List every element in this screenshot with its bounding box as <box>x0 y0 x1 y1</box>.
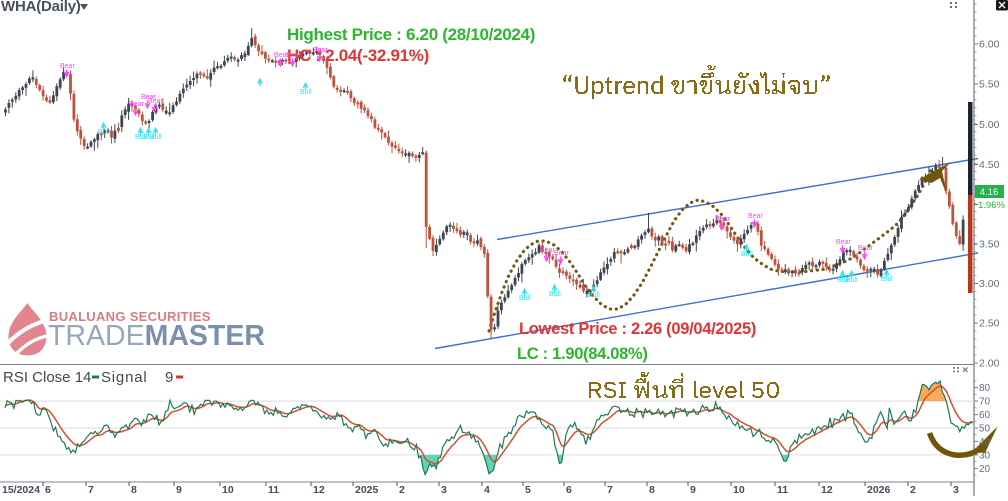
svg-text:2025: 2025 <box>355 484 379 496</box>
svg-text:Bull: Bull <box>143 134 155 141</box>
svg-text:Bear: Bear <box>554 250 569 257</box>
svg-text:Bull: Bull <box>300 89 312 96</box>
svg-text:11: 11 <box>268 484 279 496</box>
svg-text:5.00: 5.00 <box>979 119 1000 131</box>
svg-text:Bull: Bull <box>549 291 561 298</box>
svg-text:2.50: 2.50 <box>979 318 1000 330</box>
svg-text:5.50: 5.50 <box>979 79 1000 91</box>
svg-text:Bear: Bear <box>715 216 730 223</box>
svg-text:5: 5 <box>525 484 531 496</box>
svg-text:Bear: Bear <box>540 247 555 254</box>
svg-text:8: 8 <box>131 484 137 496</box>
svg-text:80: 80 <box>979 383 991 394</box>
svg-text:4: 4 <box>484 484 490 496</box>
svg-text:7: 7 <box>607 484 613 496</box>
svg-text:BUALUANG SECURITIES: BUALUANG SECURITIES <box>49 309 211 324</box>
svg-text:3.50: 3.50 <box>979 239 1000 251</box>
svg-text:4.50: 4.50 <box>979 159 1000 171</box>
svg-text:RSI Close 14: RSI Close 14 <box>3 369 91 386</box>
svg-text:6: 6 <box>566 484 572 496</box>
svg-text:10: 10 <box>733 484 745 496</box>
svg-text:8: 8 <box>649 484 655 496</box>
svg-text:4.16: 4.16 <box>980 187 999 198</box>
svg-text:50: 50 <box>979 424 991 435</box>
svg-text:Bull: Bull <box>881 276 893 283</box>
svg-text:6: 6 <box>45 484 51 496</box>
svg-text:10: 10 <box>222 484 234 496</box>
svg-text:Bear: Bear <box>836 239 851 246</box>
svg-text:Signal: Signal <box>101 369 148 386</box>
svg-text:30: 30 <box>979 450 991 461</box>
svg-text:Bull: Bull <box>837 277 849 284</box>
svg-text:Bear: Bear <box>286 52 301 59</box>
svg-text:40: 40 <box>979 437 991 448</box>
svg-text:Bull: Bull <box>150 134 162 141</box>
svg-text:HC : 2.04(-32.91%): HC : 2.04(-32.91%) <box>287 46 429 65</box>
svg-text:Bear: Bear <box>748 213 763 220</box>
svg-text:Bear: Bear <box>274 52 289 59</box>
svg-text:Bear: Bear <box>858 245 873 252</box>
svg-text:12: 12 <box>821 484 833 496</box>
svg-text:Bull: Bull <box>135 134 147 141</box>
svg-text:2026: 2026 <box>867 484 891 496</box>
svg-text:Lowest Price : 2.26 (09/04/202: Lowest Price : 2.26 (09/04/2025) <box>519 320 756 338</box>
svg-text:7: 7 <box>88 484 94 496</box>
svg-text:Bull: Bull <box>519 295 531 302</box>
svg-text:11: 11 <box>777 484 788 496</box>
svg-text:Bear: Bear <box>313 47 328 54</box>
svg-text:60: 60 <box>979 410 991 421</box>
svg-text:LC : 1.90(84.08%): LC : 1.90(84.08%) <box>517 345 648 363</box>
svg-text:20: 20 <box>979 464 991 475</box>
svg-text:Bear: Bear <box>141 94 156 101</box>
svg-text:2: 2 <box>910 484 916 496</box>
svg-text:70: 70 <box>979 397 991 408</box>
svg-text:12: 12 <box>313 484 325 496</box>
svg-text:15/2024: 15/2024 <box>2 484 40 496</box>
svg-text:Bear: Bear <box>60 63 75 70</box>
svg-text:Bull: Bull <box>846 277 858 284</box>
svg-text:1.96%: 1.96% <box>978 200 1005 211</box>
svg-text:3: 3 <box>953 484 959 496</box>
svg-text:2.00: 2.00 <box>979 358 1000 370</box>
svg-text:9: 9 <box>176 484 182 496</box>
svg-text:TRADEMASTER: TRADEMASTER <box>48 320 265 352</box>
svg-text:2: 2 <box>399 484 405 496</box>
svg-text:Bear: Bear <box>129 101 144 108</box>
svg-text:Highest Price : 6.20 (28/10/20: Highest Price : 6.20 (28/10/2024) <box>287 25 535 44</box>
svg-text:6.00: 6.00 <box>979 39 1000 51</box>
svg-text:Bull: Bull <box>98 129 110 136</box>
svg-text:9: 9 <box>165 369 173 386</box>
svg-text:9: 9 <box>690 484 696 496</box>
svg-text:Bear: Bear <box>148 98 163 105</box>
svg-text:3.00: 3.00 <box>979 278 1000 290</box>
svg-text:Bull: Bull <box>588 292 600 299</box>
svg-text:WHA(Daily): WHA(Daily) <box>1 0 81 15</box>
svg-text:3: 3 <box>441 484 447 496</box>
svg-text:Bull: Bull <box>741 251 753 258</box>
